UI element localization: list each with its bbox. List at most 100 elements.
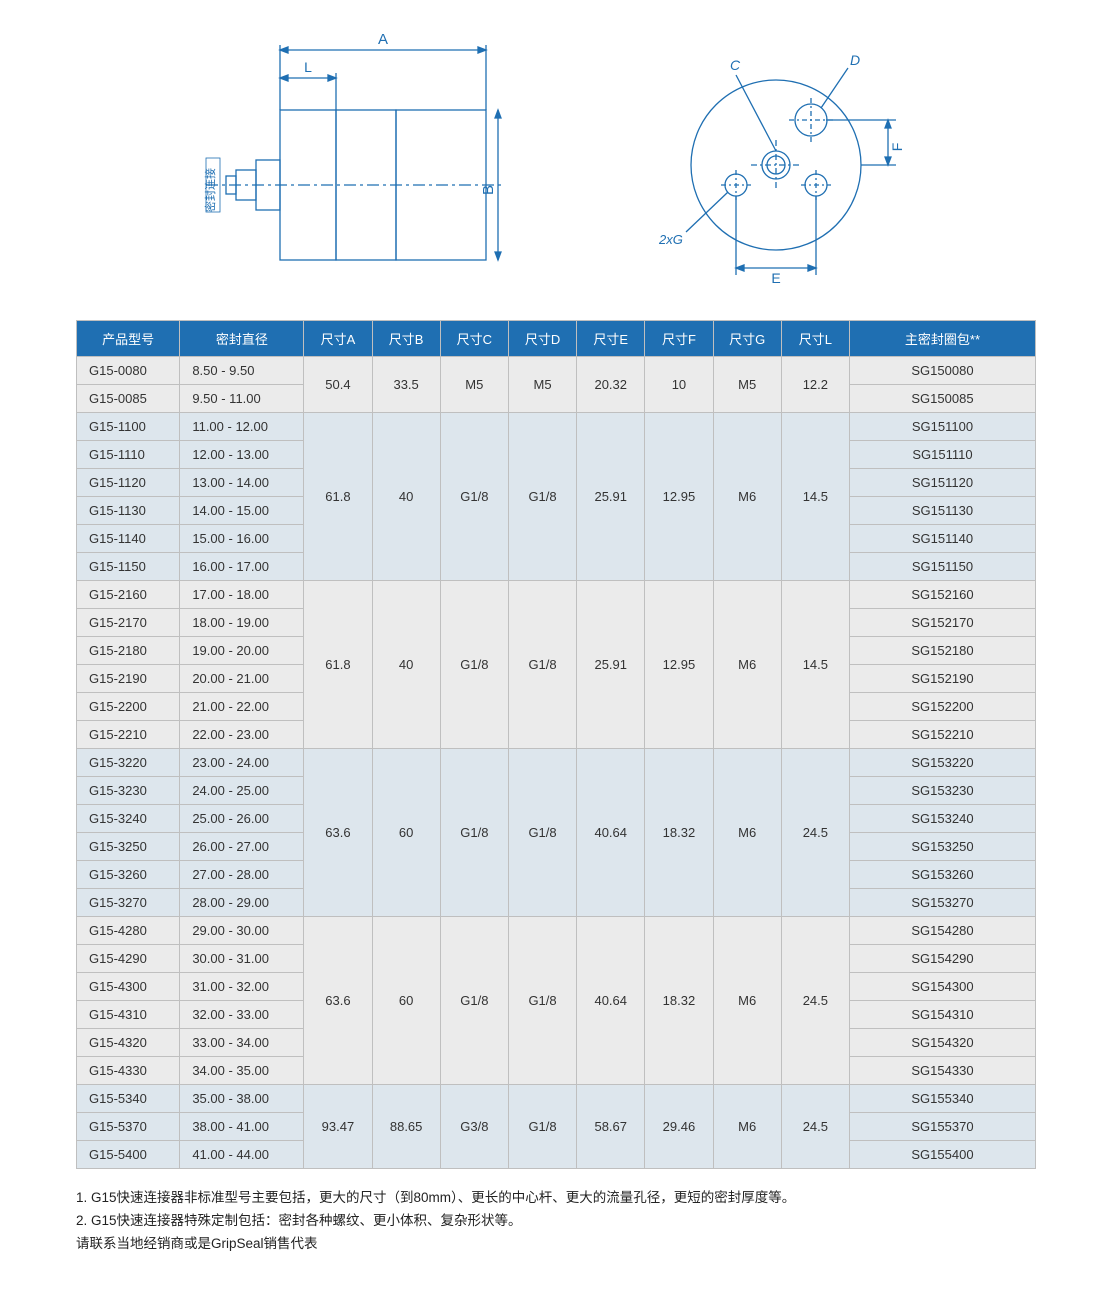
- column-header: 尺寸A: [304, 321, 372, 357]
- cell-diameter: 13.00 - 14.00: [180, 469, 304, 497]
- cell-model: G15-5400: [77, 1141, 180, 1169]
- cell-diameter: 33.00 - 34.00: [180, 1029, 304, 1057]
- cell-diameter: 22.00 - 23.00: [180, 721, 304, 749]
- cell-model: G15-1120: [77, 469, 180, 497]
- table-header: 产品型号密封直径尺寸A尺寸B尺寸C尺寸D尺寸E尺寸F尺寸G尺寸L主密封圈包**: [77, 321, 1036, 357]
- cell-seal: SG152210: [849, 721, 1035, 749]
- table-row: G15-00808.50 - 9.5050.433.5M5M520.3210M5…: [77, 357, 1036, 385]
- cell-diameter: 38.00 - 41.00: [180, 1113, 304, 1141]
- cell-seal: SG152200: [849, 693, 1035, 721]
- dim-label-C: C: [730, 57, 741, 73]
- cell-seal: SG154330: [849, 1057, 1035, 1085]
- footnote-line: 2. G15快速连接器特殊定制包括：密封各种螺纹、更小体积、复杂形状等。: [76, 1210, 1036, 1233]
- cell-dim-B: 40: [372, 581, 440, 749]
- cell-dim-E: 40.64: [577, 917, 645, 1085]
- cell-model: G15-2180: [77, 637, 180, 665]
- dim-label-L: L: [304, 59, 312, 75]
- cell-diameter: 24.00 - 25.00: [180, 777, 304, 805]
- cell-diameter: 19.00 - 20.00: [180, 637, 304, 665]
- cell-dim-A: 61.8: [304, 581, 372, 749]
- cell-dim-C: G1/8: [440, 581, 508, 749]
- cell-model: G15-1140: [77, 525, 180, 553]
- cell-dim-B: 33.5: [372, 357, 440, 413]
- cell-seal: SG154310: [849, 1001, 1035, 1029]
- cell-diameter: 20.00 - 21.00: [180, 665, 304, 693]
- cell-model: G15-4300: [77, 973, 180, 1001]
- cell-seal: SG154280: [849, 917, 1035, 945]
- cell-dim-F: 12.95: [645, 581, 713, 749]
- footnote-line: 1. G15快速连接器非标准型号主要包括，更大的尺寸（到80mm）、更长的中心杆…: [76, 1187, 1036, 1210]
- table-row: G15-110011.00 - 12.0061.840G1/8G1/825.91…: [77, 413, 1036, 441]
- cell-dim-E: 40.64: [577, 749, 645, 917]
- cell-diameter: 9.50 - 11.00: [180, 385, 304, 413]
- cell-model: G15-3230: [77, 777, 180, 805]
- cell-seal: SG151120: [849, 469, 1035, 497]
- cell-diameter: 8.50 - 9.50: [180, 357, 304, 385]
- cell-diameter: 14.00 - 15.00: [180, 497, 304, 525]
- cell-model: G15-2210: [77, 721, 180, 749]
- spec-table: 产品型号密封直径尺寸A尺寸B尺寸C尺寸D尺寸E尺寸F尺寸G尺寸L主密封圈包** …: [76, 320, 1036, 1169]
- cell-dim-E: 25.91: [577, 413, 645, 581]
- cell-seal: SG153240: [849, 805, 1035, 833]
- cell-model: G15-1130: [77, 497, 180, 525]
- diagram-end-view: C D 2xG E F: [626, 20, 946, 290]
- cell-model: G15-2200: [77, 693, 180, 721]
- cell-dim-A: 93.47: [304, 1085, 372, 1169]
- diagram-side-view: A L B: [166, 20, 506, 290]
- cell-dim-A: 61.8: [304, 413, 372, 581]
- footnotes: 1. G15快速连接器非标准型号主要包括，更大的尺寸（到80mm）、更长的中心杆…: [76, 1187, 1036, 1256]
- cell-diameter: 17.00 - 18.00: [180, 581, 304, 609]
- cell-dim-L: 14.5: [781, 413, 849, 581]
- cell-diameter: 21.00 - 22.00: [180, 693, 304, 721]
- cell-diameter: 27.00 - 28.00: [180, 861, 304, 889]
- cell-seal: SG151110: [849, 441, 1035, 469]
- column-header: 尺寸D: [508, 321, 576, 357]
- cell-dim-L: 24.5: [781, 1085, 849, 1169]
- cell-model: G15-1110: [77, 441, 180, 469]
- cell-seal: SG154300: [849, 973, 1035, 1001]
- cell-diameter: 11.00 - 12.00: [180, 413, 304, 441]
- cell-dim-E: 58.67: [577, 1085, 645, 1169]
- cell-dim-D: G1/8: [508, 917, 576, 1085]
- cell-dim-G: M6: [713, 1085, 781, 1169]
- cell-diameter: 26.00 - 27.00: [180, 833, 304, 861]
- dim-label-2G: 2xG: [658, 232, 683, 247]
- column-header: 尺寸L: [781, 321, 849, 357]
- cell-model: G15-4320: [77, 1029, 180, 1057]
- cell-seal: SG150085: [849, 385, 1035, 413]
- cell-dim-G: M6: [713, 581, 781, 749]
- cell-diameter: 25.00 - 26.00: [180, 805, 304, 833]
- column-header: 尺寸E: [577, 321, 645, 357]
- cell-model: G15-2160: [77, 581, 180, 609]
- cell-seal: SG153250: [849, 833, 1035, 861]
- cell-seal: SG153220: [849, 749, 1035, 777]
- cell-diameter: 34.00 - 35.00: [180, 1057, 304, 1085]
- cell-seal: SG152170: [849, 609, 1035, 637]
- table-row: G15-534035.00 - 38.0093.4788.65G3/8G1/85…: [77, 1085, 1036, 1113]
- footnote-line: 请联系当地经销商或是GripSeal销售代表: [76, 1233, 1036, 1256]
- cell-dim-B: 88.65: [372, 1085, 440, 1169]
- cell-dim-D: M5: [508, 357, 576, 413]
- cell-diameter: 28.00 - 29.00: [180, 889, 304, 917]
- seal-label: 密封连接: [203, 168, 217, 212]
- cell-seal: SG153270: [849, 889, 1035, 917]
- cell-model: G15-2170: [77, 609, 180, 637]
- cell-model: G15-5370: [77, 1113, 180, 1141]
- cell-model: G15-0080: [77, 357, 180, 385]
- cell-seal: SG150080: [849, 357, 1035, 385]
- diagram-row: A L B: [20, 20, 1092, 290]
- dim-label-F: F: [889, 143, 905, 152]
- cell-model: G15-1150: [77, 553, 180, 581]
- dim-label-E: E: [771, 270, 780, 286]
- cell-dim-B: 60: [372, 749, 440, 917]
- cell-model: G15-3270: [77, 889, 180, 917]
- column-header: 尺寸G: [713, 321, 781, 357]
- cell-diameter: 41.00 - 44.00: [180, 1141, 304, 1169]
- cell-diameter: 12.00 - 13.00: [180, 441, 304, 469]
- dim-label-B: B: [480, 185, 497, 195]
- cell-diameter: 18.00 - 19.00: [180, 609, 304, 637]
- cell-dim-G: M6: [713, 749, 781, 917]
- cell-diameter: 23.00 - 24.00: [180, 749, 304, 777]
- cell-seal: SG155370: [849, 1113, 1035, 1141]
- cell-model: G15-5340: [77, 1085, 180, 1113]
